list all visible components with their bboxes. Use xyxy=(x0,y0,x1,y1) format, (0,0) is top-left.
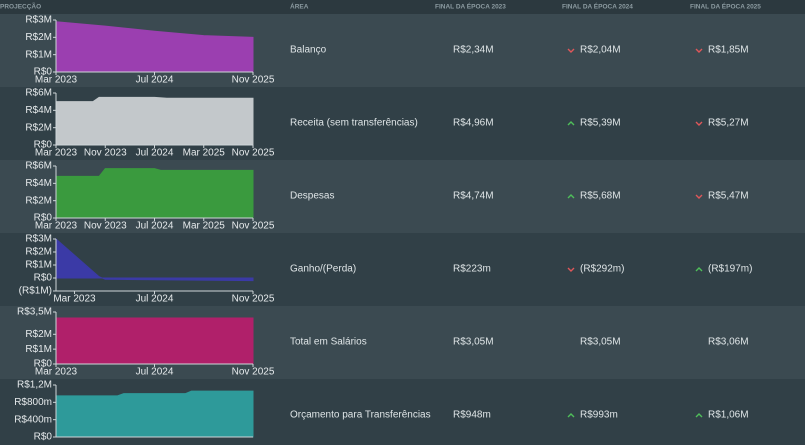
y-tick-label: R$0 xyxy=(34,213,53,224)
area xyxy=(55,96,254,146)
y-tick-label: R$2M xyxy=(25,32,52,43)
y-tick-label: R$2M xyxy=(25,122,52,133)
y-tick-label: R$6M xyxy=(25,161,52,172)
area xyxy=(55,390,254,438)
area-label: Orçamento para Transferências xyxy=(290,410,431,421)
x-tick-label: Mar 2023 xyxy=(35,75,78,86)
value: R$3,05M xyxy=(580,337,621,348)
y-tick-label: R$3M xyxy=(25,15,52,26)
value: R$2,34M xyxy=(453,45,494,56)
value: R$4,74M xyxy=(453,191,494,202)
value: R$5,27M xyxy=(708,118,749,129)
value: R$1,85M xyxy=(708,45,749,56)
trend-arrow xyxy=(695,48,703,53)
trend-arrow xyxy=(695,194,703,199)
value: R$5,68M xyxy=(580,191,621,202)
x-tick-label: Mar 2023 xyxy=(35,221,78,232)
y-tick-label: R$0 xyxy=(34,359,53,370)
trend-arrow xyxy=(567,48,575,53)
value: (R$197m) xyxy=(708,264,752,275)
x-tick-label: Jul 2024 xyxy=(136,75,174,86)
value: R$1,06M xyxy=(708,410,749,421)
y-tick-label: R$400m xyxy=(14,414,52,425)
trend-arrow xyxy=(567,267,575,272)
x-tick-label: Mar 2023 xyxy=(35,148,78,159)
y-tick-label: R$2M xyxy=(25,247,52,258)
x-tick-label: Jul 2024 xyxy=(136,221,174,232)
area-label: Despesas xyxy=(290,191,334,202)
x-tick-label: Jul 2024 xyxy=(136,367,174,378)
y-tick-label: (R$1M) xyxy=(19,286,52,297)
area xyxy=(55,168,254,219)
trend-arrow xyxy=(567,194,575,199)
x-tick-label: Mar 2023 xyxy=(35,367,78,378)
value: R$993m xyxy=(580,410,618,421)
area xyxy=(55,317,254,365)
y-tick-label: R$1M xyxy=(25,260,52,271)
x-tick-label: Mar 2025 xyxy=(183,221,226,232)
y-tick-label: R$0 xyxy=(34,432,53,443)
column-header: ÁREA xyxy=(290,2,309,11)
x-tick-label: Nov 2023 xyxy=(84,148,127,159)
y-tick-label: R$6M xyxy=(25,88,52,99)
header-bar xyxy=(0,0,805,14)
area-label: Balanço xyxy=(290,45,327,56)
y-tick-label: R$1M xyxy=(25,344,52,355)
y-tick-label: R$1M xyxy=(25,49,52,60)
y-tick-label: R$3,5M xyxy=(17,307,52,318)
value: (R$292m) xyxy=(580,264,624,275)
value: R$5,39M xyxy=(580,118,621,129)
x-tick-label: Jul 2024 xyxy=(136,294,174,305)
value: R$4,96M xyxy=(453,118,494,129)
y-tick-label: R$0 xyxy=(34,273,53,284)
column-header: FINAL DA ÉPOCA 2024 xyxy=(562,2,633,11)
x-tick-label: Nov 2023 xyxy=(84,221,127,232)
x-tick-label: Jul 2024 xyxy=(136,148,174,159)
y-tick-label: R$1,2M xyxy=(17,380,52,391)
x-tick-label: Nov 2025 xyxy=(232,221,275,232)
y-tick-label: R$800m xyxy=(14,397,52,408)
y-tick-label: R$4M xyxy=(25,178,52,189)
value: R$5,47M xyxy=(708,191,749,202)
area-label: Total em Salários xyxy=(290,337,367,348)
column-header: FINAL DA ÉPOCA 2023 xyxy=(435,2,506,11)
trend-arrow xyxy=(567,413,575,418)
y-tick-label: R$2M xyxy=(25,195,52,206)
x-tick-label: Mar 2025 xyxy=(183,148,226,159)
y-tick-label: R$4M xyxy=(25,105,52,116)
column-header: FINAL DA ÉPOCA 2025 xyxy=(690,2,761,11)
y-tick-label: R$0 xyxy=(34,140,53,151)
area-label: Ganho/(Perda) xyxy=(290,264,356,275)
value: R$948m xyxy=(453,410,491,421)
y-tick-label: R$2M xyxy=(25,329,52,340)
y-tick-label: R$0 xyxy=(34,67,53,78)
y-tick-label: R$3M xyxy=(25,234,52,245)
value: R$3,05M xyxy=(453,337,494,348)
value: R$3,06M xyxy=(708,337,749,348)
x-tick-label: Nov 2025 xyxy=(232,294,275,305)
column-header: PROJECÇÃO xyxy=(0,2,41,11)
x-tick-label: Mar 2023 xyxy=(53,294,96,305)
value: R$223m xyxy=(453,264,491,275)
trend-arrow xyxy=(695,267,703,272)
row-background xyxy=(0,233,805,306)
area-label: Receita (sem transferências) xyxy=(290,118,418,129)
trend-arrow xyxy=(695,413,703,418)
x-tick-label: Nov 2025 xyxy=(232,148,275,159)
x-tick-label: Nov 2025 xyxy=(232,367,275,378)
x-tick-label: Nov 2025 xyxy=(232,75,275,86)
trend-arrow xyxy=(695,121,703,126)
trend-arrow xyxy=(567,121,575,126)
value: R$2,04M xyxy=(580,45,621,56)
